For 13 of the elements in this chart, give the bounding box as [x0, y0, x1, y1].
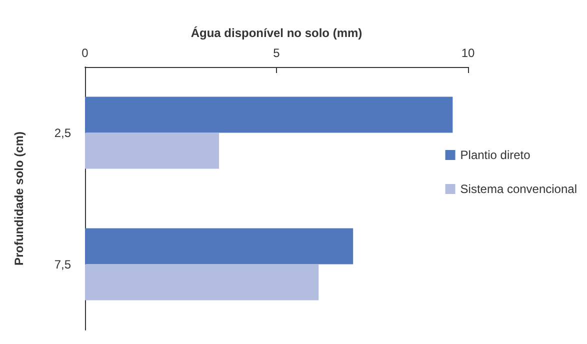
bar: [85, 264, 319, 300]
y-tick-label: 7,5: [54, 257, 72, 272]
legend-label: Plantio direto: [460, 148, 531, 162]
y-tick-label: 2,5: [54, 126, 72, 140]
bar: [85, 228, 354, 264]
x-tick-label: 5: [273, 46, 280, 60]
x-axis-title: Água disponível no solo (mm): [190, 26, 362, 40]
bar: [85, 96, 453, 133]
x-tick-label: 0: [82, 46, 89, 60]
y-axis-title: Profundidade solo (cm): [12, 131, 26, 266]
legend-label: Sistema convencional: [460, 182, 578, 196]
x-tick-label: 10: [461, 46, 475, 60]
bar: [85, 132, 220, 169]
